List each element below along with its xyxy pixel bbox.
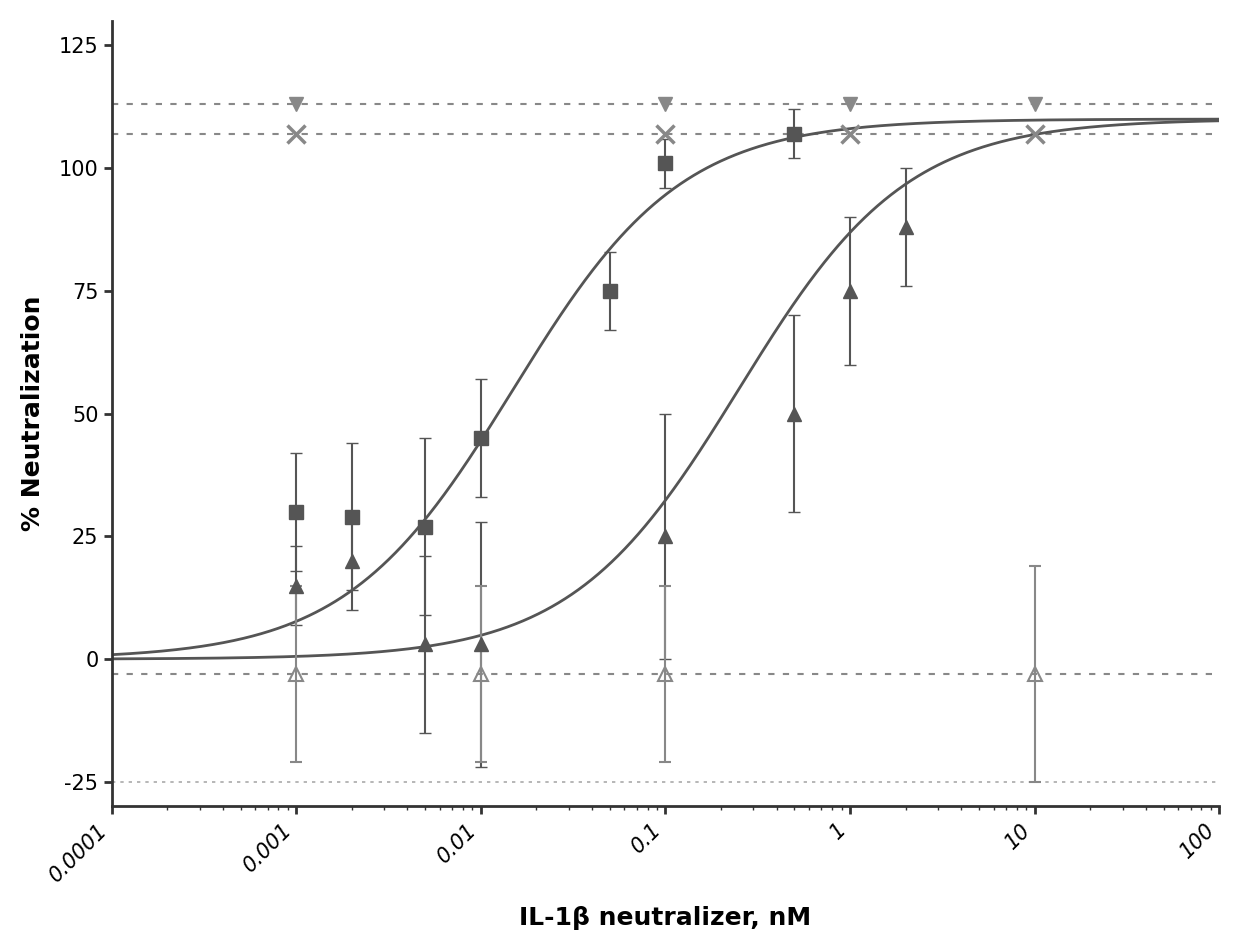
X-axis label: IL-1β neutralizer, nM: IL-1β neutralizer, nM xyxy=(520,906,811,930)
Y-axis label: % Neutralization: % Neutralization xyxy=(21,296,45,532)
